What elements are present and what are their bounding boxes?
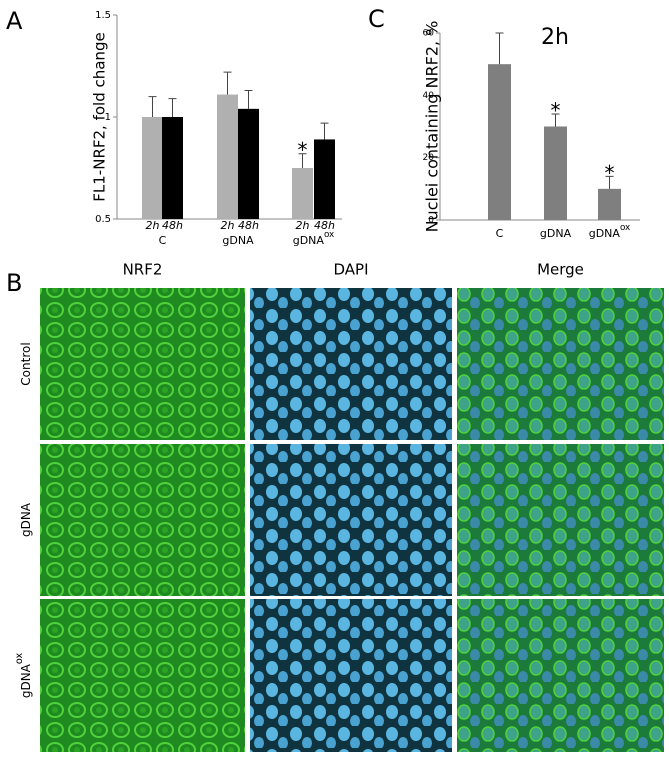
column-header: Merge — [537, 261, 584, 279]
bar — [544, 126, 567, 220]
micrograph — [457, 599, 664, 752]
bar — [598, 188, 621, 220]
panel-label: A — [6, 7, 23, 35]
panel-b: NRF2 DAPI Merge — [40, 261, 664, 752]
bar — [488, 64, 511, 221]
x-tick-label-text: gDNA — [293, 234, 325, 247]
bar — [162, 117, 183, 219]
bar — [314, 139, 335, 219]
series-label: 48h — [314, 219, 335, 232]
x-tick-label-sup: ox — [324, 230, 334, 240]
row-label-sup: ox — [14, 653, 25, 665]
column-header: NRF2 — [123, 261, 163, 279]
y-tick-label: 1 — [105, 112, 111, 123]
micrograph — [40, 599, 245, 752]
significance-mark: * — [298, 138, 308, 162]
x-tick-label: C — [496, 227, 504, 240]
error-bar — [298, 153, 307, 168]
x-tick-label: gDNA — [222, 234, 254, 247]
chart-title: 2h — [541, 25, 569, 50]
x-tick-label: gDNA — [540, 227, 572, 240]
x-tick-label-text: C — [159, 234, 167, 247]
series-label: 2h — [146, 219, 160, 232]
error-bar — [320, 122, 329, 140]
micrograph — [250, 288, 452, 440]
row-label-text: gDNA — [19, 663, 33, 698]
y-tick-label: 0 — [428, 216, 434, 226]
error-bar — [551, 113, 560, 127]
x-tick-label-text: gDNA — [540, 227, 572, 240]
micrograph — [40, 444, 245, 596]
panel-label: C — [368, 5, 385, 33]
row-label: Control — [19, 342, 33, 385]
x-tick-label-text: C — [496, 227, 504, 240]
significance-mark: * — [551, 99, 561, 123]
row-label: gDNA — [19, 502, 33, 537]
micrograph — [250, 444, 452, 596]
y-axis-label: Nuclei containing NRF2, % — [423, 21, 442, 233]
x-tick-label: gDNAox — [589, 223, 631, 241]
y-axis-label: FL1-NRF2, fold change — [91, 32, 109, 201]
error-bar — [244, 89, 253, 109]
y-tick-label: 20 — [423, 153, 435, 163]
bar — [292, 168, 313, 219]
error-bar — [148, 96, 157, 117]
x-tick-label-sup: ox — [620, 223, 630, 233]
bar — [238, 108, 259, 219]
series-label: 48h — [238, 219, 259, 232]
micrograph — [40, 288, 245, 440]
series-label: 48h — [162, 219, 183, 232]
micrograph — [250, 599, 452, 752]
error-bar — [605, 175, 614, 189]
column-header: DAPI — [333, 261, 368, 279]
significance-mark: * — [605, 161, 615, 185]
series-label: 2h — [296, 219, 310, 232]
x-tick-label: gDNAox — [293, 230, 335, 248]
error-bar — [495, 32, 504, 65]
error-bar — [223, 71, 232, 95]
row-label: gDNAox — [14, 653, 33, 699]
series-label: 2h — [221, 219, 235, 232]
y-tick-label: 0.5 — [95, 214, 111, 225]
y-tick-label: 40 — [423, 91, 435, 101]
y-tick-label: 1.5 — [95, 10, 111, 21]
x-tick-label-text: gDNA — [589, 227, 621, 240]
micrograph — [457, 288, 664, 440]
bar — [217, 94, 238, 219]
row-label-text: Control — [19, 342, 33, 385]
x-tick-label-text: gDNA — [222, 234, 254, 247]
x-tick-label: C — [159, 234, 167, 247]
y-tick-label: 60 — [423, 29, 435, 39]
micrograph — [457, 444, 664, 596]
panel-label: B — [6, 269, 22, 297]
row-label-text: gDNA — [19, 502, 33, 537]
bar — [142, 117, 163, 219]
error-bar — [168, 98, 177, 117]
